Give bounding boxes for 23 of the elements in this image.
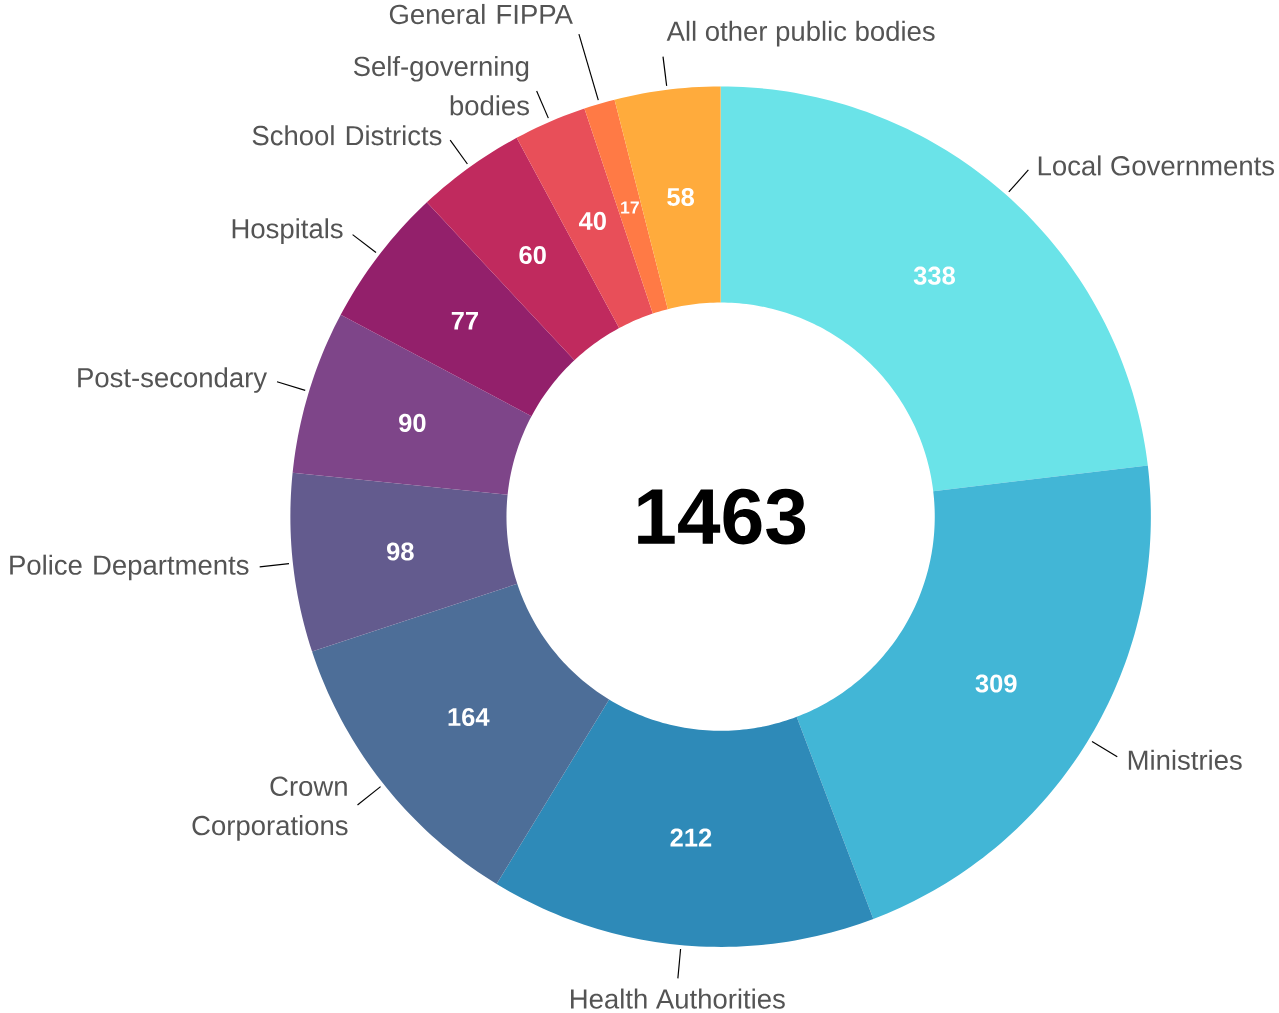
data-label: 212 — [670, 828, 712, 847]
slice-label: Health Authorities — [571, 988, 785, 1009]
slice-label: Ministries — [1128, 749, 1242, 771]
data-label: 17 — [621, 201, 639, 214]
data-label: 90 — [399, 414, 426, 433]
slice-label: Police Departments — [10, 554, 249, 581]
text: 1463 — [638, 488, 806, 545]
data-label: 58 — [667, 188, 695, 207]
slice-label: Self-governing bodies — [353, 56, 529, 116]
data-label: 60 — [519, 246, 546, 265]
slice-label: General FIPPA — [389, 4, 573, 25]
data-label: 309 — [975, 674, 1017, 693]
data-label: 77 — [451, 312, 478, 330]
slice-label: Hospitals — [232, 218, 343, 245]
data-label: 40 — [578, 212, 606, 231]
data-label: 338 — [913, 266, 955, 285]
slice-label: Post-secondary — [78, 367, 268, 394]
slice-label: All other public bodies — [666, 20, 935, 47]
data-label: 98 — [387, 542, 414, 561]
slice-label: Local Governments — [1038, 155, 1275, 176]
slice-label: School Districts — [252, 125, 442, 146]
data-label: 164 — [448, 708, 490, 727]
slice-label: Crown Corporations — [192, 776, 348, 841]
